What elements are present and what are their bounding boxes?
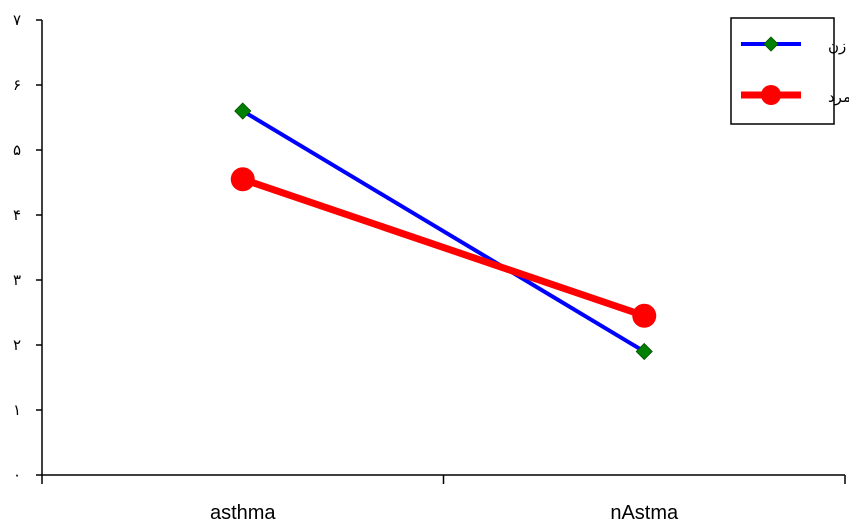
chart-legend: زن مرد: [730, 17, 849, 125]
chart-series: [230, 102, 657, 361]
y-tick-label: ۵: [13, 141, 21, 159]
y-tick-label: ۶: [13, 76, 21, 94]
data-point-circle: [632, 303, 657, 328]
y-tick-label: ۰: [13, 466, 21, 484]
legend-label: زن: [828, 37, 846, 55]
legend-label: مرد: [828, 88, 849, 106]
series-line-2: [241, 175, 646, 320]
y-tick-label: ۱: [13, 401, 21, 419]
series-line-1: [241, 109, 646, 354]
legend-marker-diamond: [763, 36, 779, 52]
legend-box: [730, 17, 835, 125]
data-point-circle: [230, 167, 255, 192]
chart-ticks: ۰ ۱ ۲ ۳ ۴ ۵ ۶ ۷ asthma nAstma: [13, 11, 846, 522]
y-tick-label: ۴: [13, 206, 21, 224]
y-tick-label: ۲: [13, 336, 21, 354]
legend-marker-circle: [761, 85, 781, 105]
data-point-diamond: [234, 102, 252, 120]
data-point-diamond: [635, 342, 653, 361]
y-tick-label: ۳: [13, 271, 21, 289]
x-tick-label: asthma: [210, 502, 276, 522]
y-tick-label: ۷: [13, 11, 21, 29]
x-tick-label: nAstma: [610, 502, 679, 522]
